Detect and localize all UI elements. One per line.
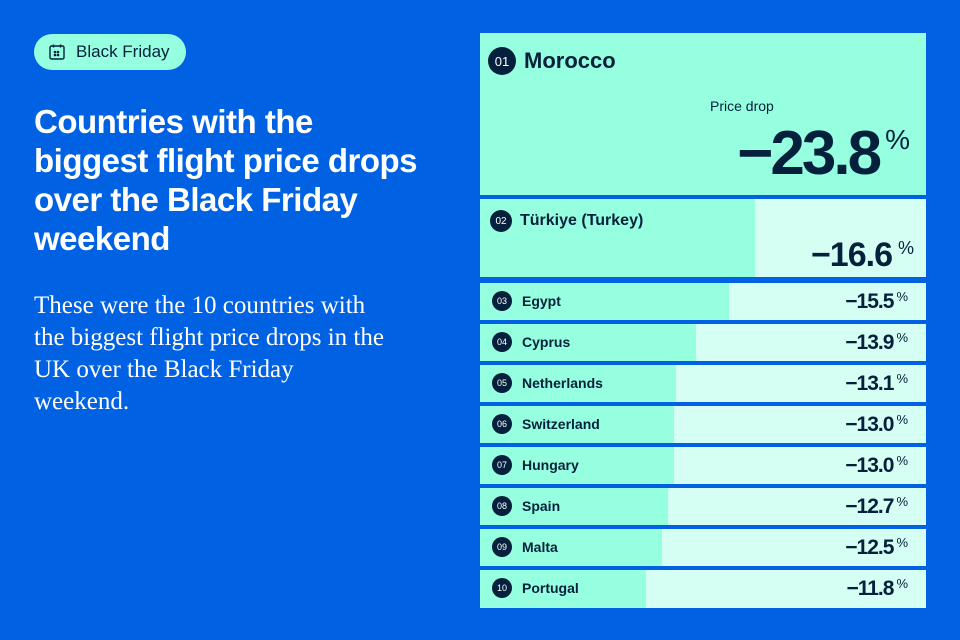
rank-badge: 03 bbox=[492, 291, 512, 311]
chart-row: 05 Netherlands −13.1% bbox=[480, 365, 926, 402]
rank-badge: 06 bbox=[492, 414, 512, 434]
country-name: Netherlands bbox=[522, 375, 603, 391]
chart-row: 03 Egypt −15.5% bbox=[480, 283, 926, 320]
country-name: Egypt bbox=[522, 293, 561, 309]
rank-badge: 09 bbox=[492, 537, 512, 557]
price-drop-value: −11.8% bbox=[846, 576, 908, 601]
country-name: Switzerland bbox=[522, 416, 600, 432]
bar bbox=[480, 365, 676, 402]
country-name: Türkiye (Turkey) bbox=[520, 212, 644, 229]
price-drop-value: −23.8% bbox=[737, 119, 910, 188]
bar bbox=[480, 283, 729, 320]
tag-label: Black Friday bbox=[76, 42, 170, 61]
rank-badge: 01 bbox=[488, 47, 516, 75]
bar bbox=[480, 199, 755, 277]
price-drop-value: −13.0% bbox=[845, 412, 908, 437]
page-title: Countries with the biggest flight price … bbox=[34, 103, 418, 257]
chart-row: 01 Morocco Price drop −23.8% bbox=[480, 33, 926, 195]
rank-badge: 04 bbox=[492, 332, 512, 352]
chart-row: 07 Hungary −13.0% bbox=[480, 447, 926, 484]
price-drop-label: Price drop bbox=[710, 98, 774, 114]
ranking-chart: 01 Morocco Price drop −23.8% 02 Türkiye … bbox=[480, 33, 926, 609]
price-drop-value: −16.6% bbox=[810, 236, 914, 274]
rank-badge: 02 bbox=[490, 210, 512, 232]
rank-badge: 05 bbox=[492, 373, 512, 393]
calendar-icon bbox=[49, 44, 65, 60]
chart-row: 02 Türkiye (Turkey) −16.6% bbox=[480, 199, 926, 277]
chart-row: 10 Portugal −11.8% bbox=[480, 570, 926, 608]
chart-row: 04 Cyprus −13.9% bbox=[480, 324, 926, 361]
price-drop-value: −13.0% bbox=[845, 453, 908, 478]
price-drop-value: −12.7% bbox=[845, 494, 908, 519]
country-name: Malta bbox=[522, 539, 558, 555]
chart-row: 06 Switzerland −13.0% bbox=[480, 406, 926, 443]
country-name: Cyprus bbox=[522, 334, 571, 350]
chart-row: 08 Spain −12.7% bbox=[480, 488, 926, 525]
country-name: Spain bbox=[522, 498, 561, 514]
category-tag: Black Friday bbox=[34, 34, 186, 70]
price-drop-value: −12.5% bbox=[845, 535, 908, 560]
description: These were the 10 countries with the big… bbox=[34, 292, 384, 415]
bar bbox=[480, 324, 696, 361]
rank-badge: 07 bbox=[492, 455, 512, 475]
chart-row: 09 Malta −12.5% bbox=[480, 529, 926, 566]
rank-badge: 10 bbox=[492, 578, 512, 598]
price-drop-value: −13.1% bbox=[845, 371, 908, 396]
bar bbox=[480, 406, 674, 443]
country-name: Morocco bbox=[524, 48, 616, 73]
country-name: Portugal bbox=[522, 580, 579, 596]
bar bbox=[480, 447, 674, 484]
price-drop-value: −13.9% bbox=[845, 330, 908, 355]
price-drop-value: −15.5% bbox=[845, 289, 908, 314]
rank-badge: 08 bbox=[492, 496, 512, 516]
country-name: Hungary bbox=[522, 457, 579, 473]
